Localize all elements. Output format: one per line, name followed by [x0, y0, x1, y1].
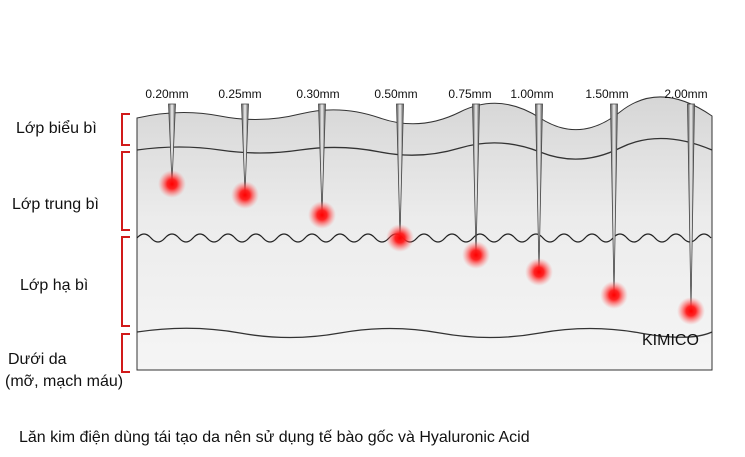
needle-1 [168, 103, 176, 183]
needle-length-label-6: 1.00mm [510, 87, 553, 101]
needle-length-label-4: 0.50mm [374, 87, 417, 101]
penetration-dot-4 [386, 224, 414, 252]
layer-label-epidermis: Lớp biểu bì [16, 119, 97, 137]
penetration-dot-1 [158, 170, 186, 198]
needle-2 [241, 103, 249, 194]
penetration-dot-5 [462, 241, 490, 269]
needle-5 [472, 103, 480, 254]
layer-label-subcutaneous-detail: (mỡ, mạch máu) [5, 373, 123, 390]
bracket-epidermis [121, 113, 130, 146]
needle-3 [318, 103, 326, 214]
needle-7 [610, 103, 618, 294]
penetration-dot-3 [308, 201, 336, 229]
needles [168, 103, 695, 310]
subcutaneous-boundary [136, 327, 713, 339]
bracket-hypodermis [121, 236, 130, 327]
layer-label-hypodermis: Lớp hạ bì [20, 277, 88, 294]
needle-length-label-2: 0.25mm [218, 87, 261, 101]
needle-length-label-8: 2.00mm [664, 87, 707, 101]
needle-length-labels: 0.20mm 0.25mm 0.30mm 0.50mm 0.75mm 1.00mm 1.50… [145, 87, 707, 101]
layer-label-dermis: Lớp trung bì [12, 196, 99, 213]
layer-label-subcutaneous: Dưới da [8, 351, 67, 368]
needle-length-label-7: 1.50mm [585, 87, 628, 101]
needle-length-label-5: 0.75mm [448, 87, 491, 101]
penetration-dot-2 [231, 181, 259, 209]
brand-text: KIMICO [642, 332, 699, 349]
penetration-dot-6 [525, 258, 553, 286]
bracket-dermis [121, 151, 130, 231]
caption: Lăn kim điện dùng tái tạo da nên sử dụng… [19, 429, 530, 446]
bracket-subcutaneous [121, 333, 130, 373]
needle-8 [687, 103, 695, 310]
needle-4 [396, 103, 404, 237]
needle-6 [535, 103, 543, 271]
penetration-dot-8 [677, 297, 705, 325]
needle-length-label-3: 0.30mm [296, 87, 339, 101]
penetration-dot-7 [600, 281, 628, 309]
needle-length-label-1: 0.20mm [145, 87, 188, 101]
penetration-dots [158, 170, 705, 325]
